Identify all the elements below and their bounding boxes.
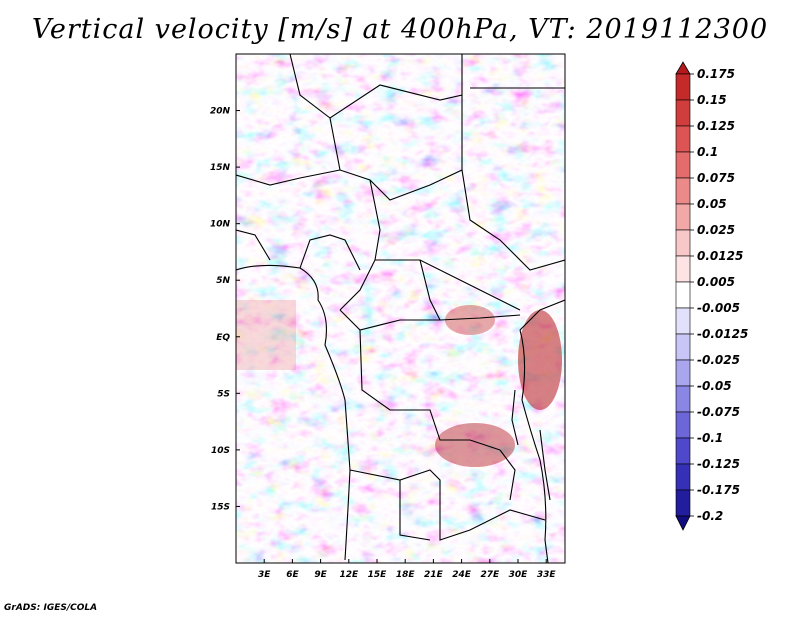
colorbar: 0.175 0.15 0.125 0.1 0.075 0.05 0.025 0.0125 0.0… (675, 61, 748, 531)
strong-updraft-region (518, 310, 562, 410)
colorbar-label: -0.125 (697, 457, 740, 471)
colorbar-label: 0.005 (697, 275, 735, 289)
colorbar-label: -0.1 (697, 431, 723, 445)
border (236, 169, 341, 186)
coastline (236, 264, 351, 561)
lake (539, 429, 551, 501)
x-tick-label: 15E (368, 570, 388, 580)
colorbar-label: 0.025 (697, 223, 735, 237)
colorbar-label: -0.075 (697, 405, 740, 419)
strong-updraft-region (445, 305, 495, 335)
colorbar-label: 0.0125 (697, 249, 743, 263)
colorbar-arrow-bottom (675, 515, 691, 531)
y-tick-label: 5N (216, 276, 230, 286)
border (419, 259, 441, 321)
colorbar-swatch (675, 333, 691, 361)
colorbar-label: -0.025 (697, 353, 740, 367)
border (519, 299, 565, 331)
colorbar-label: -0.2 (697, 509, 723, 523)
grads-credit: GrADS: IGES/COLA (4, 603, 98, 613)
border (461, 169, 565, 271)
ocean-noise-region (236, 300, 296, 370)
lake (511, 389, 519, 446)
colorbar-swatch (675, 255, 691, 283)
y-tick-label: 20N (210, 107, 231, 117)
colorbar-label: 0.075 (697, 171, 735, 185)
colorbar-label: 0.05 (697, 197, 727, 211)
map-frame (235, 53, 566, 564)
colorbar-swatch (675, 229, 691, 257)
strong-updraft-region (435, 423, 515, 467)
border (359, 329, 501, 451)
colorbar-swatch (675, 359, 691, 387)
colorbar-arrow-top (675, 61, 691, 75)
colorbar-label: 0.1 (697, 145, 718, 159)
colorbar-label: 0.125 (697, 119, 735, 133)
border (349, 469, 546, 541)
border (339, 309, 521, 331)
coastline (519, 329, 549, 563)
colorbar-label: -0.05 (697, 379, 732, 393)
colorbar-swatch (675, 99, 691, 127)
border (236, 229, 271, 261)
colorbar-swatch (675, 307, 691, 335)
x-tick-label: 27E (480, 570, 500, 580)
colorbar-swatch (675, 463, 691, 491)
border (299, 234, 361, 271)
colorbar-swatch (675, 385, 691, 413)
colorbar-label: -0.0125 (697, 327, 748, 341)
chart-title: Vertical velocity [m/s] at 400hPa, VT: 2… (31, 14, 769, 45)
colorbar-swatch (675, 203, 691, 231)
x-tick-label: 6E (286, 570, 299, 580)
colorbar-label: -0.175 (697, 483, 740, 497)
y-tick-label: 15S (211, 502, 230, 512)
border (399, 480, 431, 541)
map-area (235, 53, 566, 564)
x-tick-label: 12E (339, 570, 359, 580)
colorbar-swatch (675, 151, 691, 179)
y-tick-label: 10S (211, 446, 230, 456)
border (375, 259, 521, 311)
colorbar-swatch (675, 125, 691, 153)
x-axis: 3E 6E 9E 12E 15E 18E 21E 24E 27E 30E 33E (258, 559, 556, 580)
x-tick-label: 3E (258, 570, 271, 580)
y-tick-label: 5S (217, 389, 230, 399)
x-tick-label: 9E (314, 570, 327, 580)
x-tick-label: 33E (537, 570, 557, 580)
vertical-velocity-field (236, 54, 565, 563)
y-tick-label: 15N (210, 163, 231, 173)
x-tick-label: 24E (452, 570, 472, 580)
colorbar-swatch (675, 281, 691, 309)
y-tick-label: 10N (210, 220, 231, 230)
border (499, 449, 516, 501)
y-axis: 20N 15N 10N 5N EQ 5S 10S 15S (210, 107, 240, 512)
colorbar-swatch (675, 411, 691, 439)
colorbar-swatch (675, 177, 691, 205)
x-tick-label: 30E (509, 570, 529, 580)
y-tick-label: EQ (216, 333, 230, 343)
colorbar-label: -0.005 (697, 301, 740, 315)
colorbar-swatch (675, 489, 691, 517)
colorbar-label: 0.175 (697, 67, 735, 81)
colorbar-swatch (675, 73, 691, 101)
colorbar-label: 0.15 (697, 93, 727, 107)
colorbar-swatch (675, 437, 691, 465)
x-tick-label: 18E (396, 570, 416, 580)
x-tick-label: 21E (424, 570, 444, 580)
